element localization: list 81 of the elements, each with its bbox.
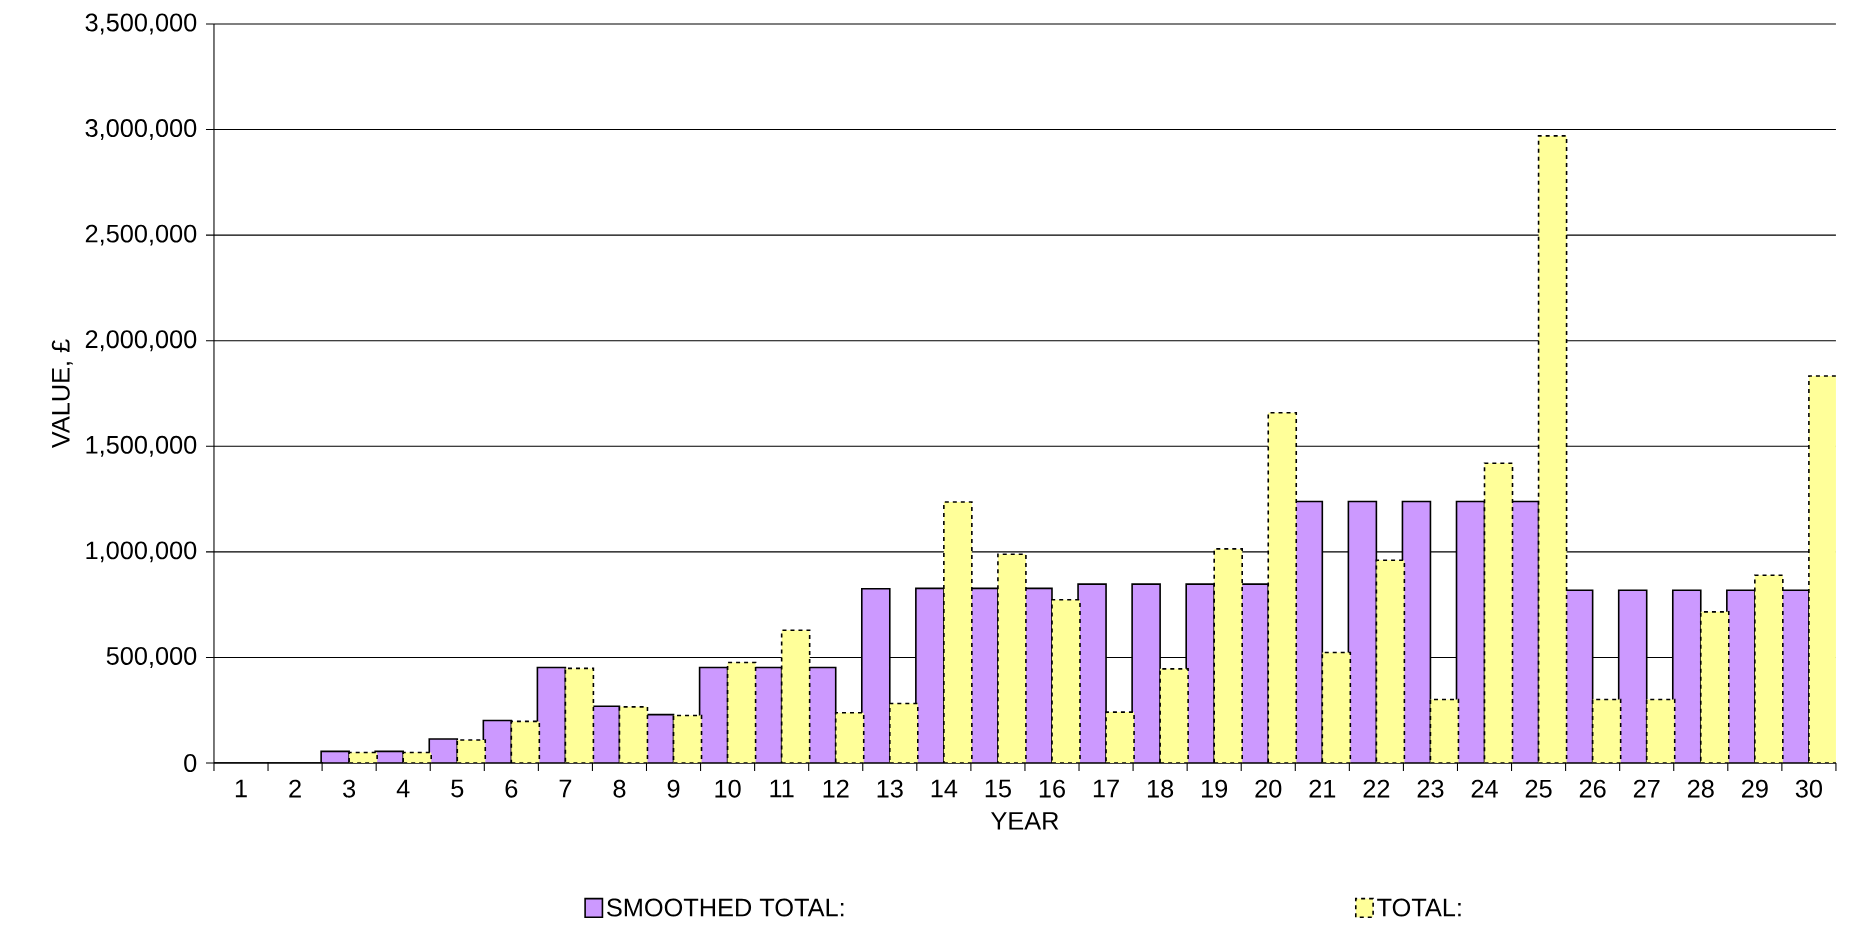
x-tick-label: 25	[1525, 779, 1552, 798]
bar	[699, 667, 728, 763]
y-tick-label: 2,000,000	[85, 330, 197, 352]
bar	[997, 553, 1027, 763]
y-tick-label: 1,000,000	[86, 541, 197, 563]
bar	[1267, 411, 1298, 763]
x-tick-label: 20	[1255, 779, 1282, 798]
x-tick-label: 2	[289, 779, 301, 798]
bar	[510, 720, 541, 763]
y-tick-label: 3,500,000	[85, 13, 197, 35]
x-tick-label: 27	[1633, 779, 1660, 798]
x-tick-label: 7	[559, 779, 572, 798]
y-axis-title: VALUE, £	[51, 339, 73, 449]
x-tick-label: 30	[1795, 779, 1822, 798]
y-tick-label: 500,000	[106, 646, 197, 668]
bar	[726, 661, 757, 763]
bar	[537, 667, 566, 763]
bar	[888, 702, 919, 763]
bar	[915, 588, 944, 763]
x-tick-label: 15	[985, 779, 1011, 798]
legend-label: TOTAL:	[1377, 898, 1461, 917]
x-tick-label: 29	[1742, 779, 1768, 798]
bar	[1132, 584, 1161, 763]
bar	[1294, 501, 1323, 763]
bar	[349, 752, 378, 763]
bar	[1051, 598, 1081, 763]
x-tick-label: 24	[1471, 779, 1498, 798]
bar	[1375, 559, 1406, 763]
x-tick-label: 16	[1039, 779, 1065, 798]
bar	[1537, 135, 1568, 763]
bar	[403, 752, 432, 763]
bar	[1213, 548, 1243, 763]
bar	[1672, 590, 1701, 763]
x-tick-label: 18	[1147, 779, 1174, 798]
bar	[834, 711, 865, 763]
legend-label: SMOOTHED TOTAL:	[607, 898, 844, 917]
x-tick-label: 10	[715, 779, 741, 798]
bar	[1618, 590, 1647, 763]
x-tick-label: 9	[667, 779, 680, 798]
bar	[1645, 698, 1676, 763]
x-tick-label: 21	[1309, 779, 1336, 798]
x-tick-label: 12	[823, 779, 849, 798]
x-tick-label: 3	[343, 779, 356, 798]
bar	[456, 739, 487, 763]
y-tick-label: 0	[184, 754, 197, 772]
x-tick-label: 4	[396, 779, 410, 798]
bar	[564, 667, 595, 763]
x-tick-label: 17	[1093, 779, 1119, 798]
bar	[1456, 501, 1485, 763]
x-tick-label: 5	[451, 779, 464, 798]
x-axis-title: YEAR	[991, 812, 1059, 830]
x-tick-label: 28	[1687, 779, 1714, 798]
bar	[1321, 651, 1352, 763]
y-tick-label: 1,500,000	[86, 435, 197, 457]
x-tick-label: 23	[1417, 779, 1444, 798]
x-tick-label: 19	[1202, 779, 1228, 798]
x-tick-label: 1	[235, 779, 247, 798]
bar	[1429, 698, 1460, 763]
x-tick-label: 11	[770, 779, 794, 798]
bar	[1754, 574, 1784, 763]
bar	[1105, 711, 1135, 763]
bar	[780, 629, 811, 763]
bar	[1591, 698, 1622, 763]
x-tick-label: 26	[1579, 779, 1606, 798]
bar	[861, 588, 890, 763]
bar	[1402, 501, 1431, 763]
bar	[1483, 462, 1514, 763]
bar	[483, 720, 512, 763]
bar	[943, 501, 973, 763]
bar	[1699, 611, 1730, 763]
x-tick-label: 6	[505, 779, 518, 798]
bar	[672, 714, 703, 763]
bar	[618, 706, 649, 763]
bar	[1348, 501, 1377, 763]
y-tick-label: 3,000,000	[85, 119, 197, 141]
x-tick-label: 14	[931, 779, 958, 798]
x-tick-label: 22	[1363, 779, 1390, 798]
bar	[1159, 668, 1189, 763]
x-tick-label: 13	[877, 779, 903, 798]
x-tick-label: 8	[613, 779, 626, 798]
y-tick-label: 2,500,000	[85, 224, 197, 246]
